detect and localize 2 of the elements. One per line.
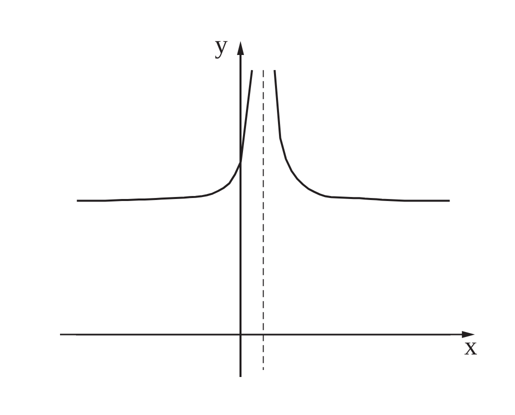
x-axis-title: x [464, 332, 478, 361]
y-axis-title: y [214, 30, 228, 59]
